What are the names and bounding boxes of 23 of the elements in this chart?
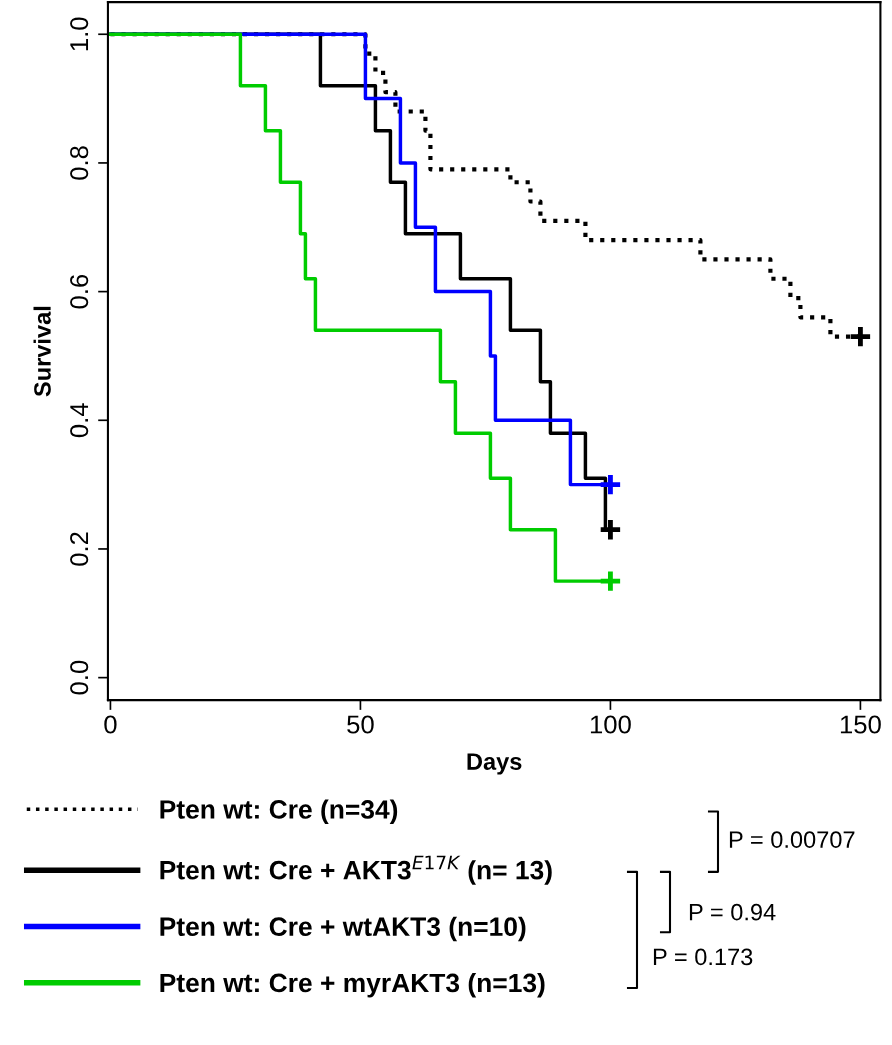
y-tick-label: 1.0 [70, 17, 89, 51]
x-tick-label: 0 [104, 715, 117, 734]
point [598, 568, 623, 594]
x-axis-title: Days [467, 753, 522, 775]
y-tick-label: 0.4 [70, 403, 89, 438]
legend-label: Pten wt: Cre + wtAKT3 (n=10) [160, 916, 526, 942]
point [598, 517, 623, 542]
text: P = 0.94 [689, 903, 776, 921]
point [848, 324, 873, 349]
x-tick-label: 50 [347, 715, 374, 734]
y-tick-label: 0.6 [70, 274, 89, 309]
legend-label: Pten wt: Cre + myrAKT3 (n=13) [160, 972, 545, 998]
y-axis-title: Survival [33, 306, 51, 397]
text: P = 0.00707 [729, 831, 855, 848]
y-tick-label: 0.8 [70, 146, 89, 180]
text: P = 0.173 [653, 948, 753, 966]
y-tick-label: 0.2 [70, 532, 89, 566]
legend-label: Pten wt: Cre + AKT3$^{E17K}$ (n= 13) [160, 855, 552, 885]
x-tick-label: 150 [840, 715, 881, 734]
point [598, 472, 623, 497]
legend-label: Pten wt: Cre (n=34) [160, 799, 398, 825]
x-tick-label: 100 [590, 715, 631, 734]
y-tick-label: 0.0 [70, 660, 89, 695]
